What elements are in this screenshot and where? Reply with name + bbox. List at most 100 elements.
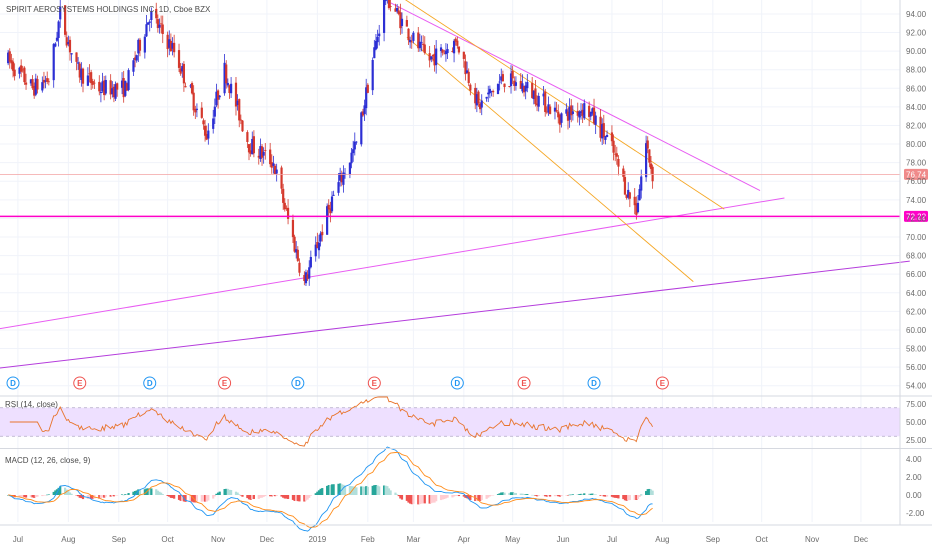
earnings-marker[interactable]: E (517, 376, 531, 390)
descending-resistance-line (390, 2, 761, 191)
y-tick-label: 82.00 (906, 121, 927, 130)
earnings-marker[interactable]: E (218, 376, 232, 390)
macd-histogram-bar (646, 489, 649, 495)
earnings-marker[interactable]: E (367, 376, 381, 390)
candle-body (272, 163, 275, 166)
macd-histogram-bar (435, 495, 438, 502)
macd-histogram-bar (280, 495, 283, 497)
macd-histogram-bar (216, 492, 220, 495)
candle-body (182, 63, 186, 84)
candle-body (282, 188, 285, 203)
macd-histogram-bar (67, 490, 70, 495)
marker-circle (6, 376, 20, 390)
macd-histogram-bar (441, 495, 444, 500)
macd-histogram-bar (343, 485, 347, 495)
marker-circle (587, 376, 601, 390)
candle-body (260, 146, 264, 158)
candle-body (496, 84, 500, 95)
candle-body (566, 111, 570, 121)
candle-body (291, 219, 295, 238)
candle-body (373, 47, 376, 59)
macd-histogram-bar (57, 487, 60, 495)
candle-body (509, 73, 513, 86)
candle-body (241, 120, 244, 132)
candle-body (137, 39, 140, 54)
macd-histogram-bar (189, 495, 192, 502)
earnings-marker[interactable]: E (655, 376, 669, 390)
macd-histogram-bar (446, 495, 449, 498)
candle-body (526, 82, 529, 89)
candle-body (321, 231, 324, 236)
macd-histogram-bar (179, 495, 182, 501)
candle-body (612, 140, 615, 153)
candle-body (36, 79, 39, 90)
macd-histogram-bar (409, 495, 412, 504)
candle-body (570, 105, 573, 116)
candle-body (428, 53, 431, 61)
candle-body (378, 33, 381, 37)
candle-body (203, 125, 207, 136)
candle-body (475, 94, 478, 106)
candle-body (234, 82, 238, 107)
candle-body (101, 81, 104, 92)
candle-body (24, 82, 28, 85)
macd-histogram-bar (645, 491, 648, 495)
marker-circle (291, 376, 305, 390)
dividend-marker[interactable]: D (587, 376, 601, 390)
dividend-marker[interactable]: D (6, 376, 20, 390)
macd-histogram-bar (477, 495, 480, 501)
candle-body (200, 107, 203, 118)
candle-body (535, 103, 539, 106)
candle-body (133, 57, 137, 60)
macd-histogram-bar (249, 495, 252, 500)
macd-histogram-bar (500, 492, 503, 495)
candle-body (46, 78, 49, 82)
macd-histogram-bar (417, 495, 420, 505)
candle-body (252, 136, 255, 154)
candle-body (86, 75, 89, 86)
candle-body (116, 83, 119, 90)
dividend-marker[interactable]: D (291, 376, 305, 390)
candle-body (309, 256, 312, 268)
candle-body (173, 42, 176, 53)
macd-histogram-bar (120, 494, 124, 495)
marker-letter: E (222, 379, 228, 388)
macd-histogram-bar (592, 494, 596, 495)
macd-histogram-bar (122, 494, 125, 496)
candle-body (443, 53, 446, 55)
dividend-marker[interactable]: D (143, 376, 157, 390)
dividend-marker[interactable]: D (450, 376, 464, 390)
macd-histogram-bar (386, 486, 389, 495)
candle-body (156, 19, 159, 29)
macd-histogram-bar (308, 495, 311, 498)
candle-body (576, 110, 579, 116)
candle-body (350, 152, 353, 164)
grid-lines (0, 0, 900, 522)
candle-body (216, 90, 220, 100)
candle-body (215, 91, 218, 106)
macd-histogram-bar (428, 495, 431, 504)
macd-histogram-bar (127, 493, 130, 495)
candle-body (454, 38, 457, 42)
earnings-marker[interactable]: E (73, 376, 87, 390)
candle-body (10, 60, 13, 64)
macd-histogram-bar (397, 495, 400, 497)
macd-histogram-bar (212, 495, 215, 499)
candle-body (646, 140, 649, 149)
x-tick-label: Jul (13, 535, 23, 544)
macd-histogram-bar (382, 485, 386, 495)
macd-histogram-bar (348, 486, 352, 495)
macd-histogram-bar (70, 493, 73, 495)
macd-histogram-bar (29, 495, 33, 498)
macd-histogram-bar (195, 495, 199, 502)
candle-body (555, 110, 558, 112)
candle-body (218, 95, 221, 98)
candle-body (91, 81, 94, 85)
macd-histogram-bar (547, 495, 550, 497)
macd-histogram-bar (418, 495, 421, 505)
candle-body (452, 40, 456, 54)
macd-histogram-bar (337, 483, 340, 495)
macd-histogram-bar (378, 486, 381, 495)
